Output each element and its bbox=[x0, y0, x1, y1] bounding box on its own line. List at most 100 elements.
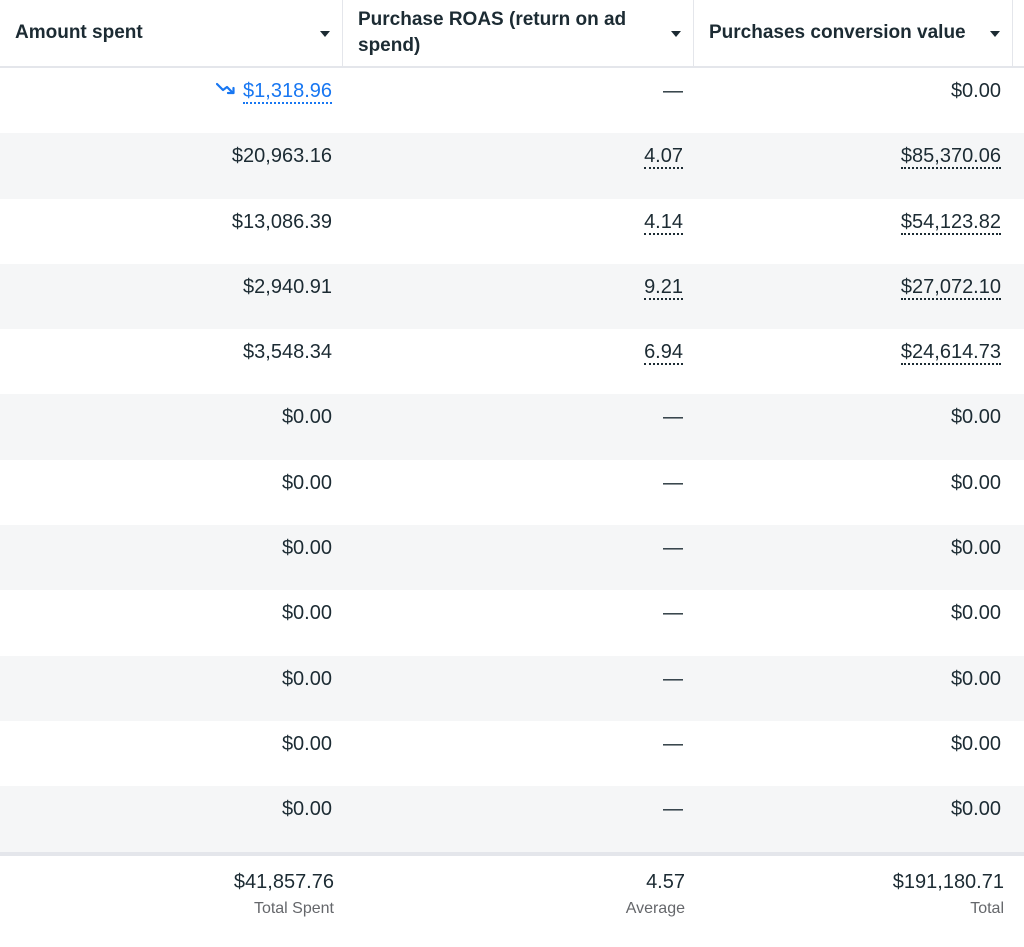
table-row: $0.00 — $0.00 bbox=[0, 721, 1024, 786]
column-header-purchases-conversion-value[interactable]: Purchases conversion value bbox=[694, 0, 1013, 66]
empty-value: — bbox=[663, 80, 683, 102]
column-header-label: Purchase ROAS (return on ad spend) bbox=[358, 9, 627, 56]
cell-amount-spent: $0.00 bbox=[0, 590, 343, 655]
table-row: $0.00 — $0.00 bbox=[0, 655, 1024, 721]
total-value: $41,857.76 bbox=[233, 870, 334, 893]
amount-spent-value: $0.00 bbox=[281, 602, 332, 625]
cell-amount-spent: $0.00 bbox=[0, 656, 343, 721]
cell-purchases-conversion-value: $24,614.73 bbox=[694, 329, 1024, 394]
cell-amount-spent: $0.00 bbox=[0, 721, 343, 786]
cell-purchases-conversion-value: $27,072.10 bbox=[694, 264, 1024, 329]
cell-purchases-conversion-value: $0.00 bbox=[694, 721, 1024, 786]
empty-value: — bbox=[663, 798, 683, 821]
cell-purchase-roas: — bbox=[343, 721, 694, 786]
cell-purchase-roas: — bbox=[343, 68, 694, 133]
table-row: $3,548.34 6.94 $24,614.73 bbox=[0, 329, 1024, 394]
empty-value: — bbox=[663, 471, 683, 494]
column-header-purchase-roas[interactable]: Purchase ROAS (return on ad spend) bbox=[343, 0, 694, 66]
cell-amount-spent: $0.00 bbox=[0, 460, 343, 525]
total-label: Average bbox=[625, 899, 685, 917]
cell-purchase-roas: — bbox=[343, 460, 694, 525]
table-row: $0.00 — $0.00 bbox=[0, 394, 1024, 460]
cell-purchases-conversion-value: $85,370.06 bbox=[694, 133, 1024, 198]
cell-purchases-conversion-value: $0.00 bbox=[694, 525, 1024, 590]
purchase-roas-value[interactable]: 4.14 bbox=[644, 210, 683, 235]
total-purchases-conversion-value: $191,180.71 Total bbox=[694, 856, 1024, 947]
purchase-roas-value[interactable]: 9.21 bbox=[644, 275, 683, 300]
table-row: $0.00 — $0.00 bbox=[0, 460, 1024, 525]
conversion-value[interactable]: $24,614.73 bbox=[900, 341, 1001, 366]
cell-purchases-conversion-value: $0.00 bbox=[694, 786, 1024, 851]
conversion-value: $0.00 bbox=[950, 798, 1001, 821]
amount-spent-value: $0.00 bbox=[281, 798, 332, 821]
table-row: $0.00 — $0.00 bbox=[0, 525, 1024, 591]
cell-purchase-roas: 4.07 bbox=[343, 133, 694, 198]
cell-amount-spent: $20,963.16 bbox=[0, 133, 343, 198]
cell-amount-spent: $0.00 bbox=[0, 394, 343, 459]
amount-spent-value: $0.00 bbox=[281, 537, 332, 560]
cell-purchases-conversion-value: $0.00 bbox=[694, 460, 1024, 525]
cell-purchases-conversion-value: $54,123.82 bbox=[694, 199, 1024, 264]
sort-caret-down-icon[interactable] bbox=[320, 31, 330, 37]
sort-caret-down-icon[interactable] bbox=[990, 31, 1000, 37]
cell-amount-spent: $13,086.39 bbox=[0, 199, 343, 264]
empty-value: — bbox=[663, 667, 683, 690]
table-header: Amount spent Purchase ROAS (return on ad… bbox=[0, 0, 1024, 68]
amount-spent-link[interactable]: $1,318.96 bbox=[243, 80, 332, 104]
purchase-roas-value[interactable]: 6.94 bbox=[644, 341, 683, 366]
cell-purchase-roas: — bbox=[343, 394, 694, 459]
conversion-value[interactable]: $27,072.10 bbox=[900, 275, 1001, 300]
total-amount-spent: $41,857.76 Total Spent bbox=[0, 856, 343, 947]
cell-amount-spent: $2,940.91 bbox=[0, 264, 343, 329]
column-header-label: Amount spent bbox=[15, 22, 143, 43]
conversion-value[interactable]: $85,370.06 bbox=[900, 145, 1001, 170]
table-row: $0.00 — $0.00 bbox=[0, 590, 1024, 655]
amount-spent-value: $0.00 bbox=[281, 732, 332, 755]
amount-spent-value: $13,086.39 bbox=[231, 210, 332, 233]
amount-spent-value: $0.00 bbox=[281, 471, 332, 494]
cell-purchases-conversion-value: $0.00 bbox=[694, 394, 1024, 459]
conversion-value: $0.00 bbox=[950, 406, 1001, 429]
table-row: $20,963.16 4.07 $85,370.06 bbox=[0, 133, 1024, 199]
cell-purchase-roas: — bbox=[343, 525, 694, 590]
cell-purchase-roas: — bbox=[343, 786, 694, 851]
empty-value: — bbox=[663, 537, 683, 560]
table-body: $1,318.96— $0.00 $20,963.16 4.07 $85,370.06 $… bbox=[0, 68, 1024, 852]
cell-purchase-roas: — bbox=[343, 590, 694, 655]
cell-purchase-roas: 9.21 bbox=[343, 264, 694, 329]
conversion-value: $0.00 bbox=[950, 667, 1001, 690]
amount-spent-value: $2,940.91 bbox=[243, 275, 332, 298]
trending-down-icon bbox=[216, 82, 236, 96]
empty-value: — bbox=[663, 602, 683, 625]
total-label: Total Spent bbox=[253, 899, 334, 917]
cell-amount-spent: $3,548.34 bbox=[0, 329, 343, 394]
empty-value: — bbox=[663, 732, 683, 755]
cell-purchase-roas: 6.94 bbox=[343, 329, 694, 394]
cell-purchases-conversion-value: $0.00 bbox=[694, 68, 1024, 133]
cell-amount-spent: $0.00 bbox=[0, 525, 343, 590]
amount-spent-value: $20,963.16 bbox=[231, 145, 332, 168]
conversion-value: $0.00 bbox=[950, 602, 1001, 625]
conversion-value: $0.00 bbox=[950, 80, 1001, 102]
amount-spent-value: $3,548.34 bbox=[243, 341, 332, 364]
sort-caret-down-icon[interactable] bbox=[671, 31, 681, 37]
table-footer-totals: $41,857.76 Total Spent 4.57 Average $191… bbox=[0, 851, 1024, 947]
cell-purchases-conversion-value: $0.00 bbox=[694, 590, 1024, 655]
column-header-amount-spent[interactable]: Amount spent bbox=[0, 0, 343, 66]
conversion-value: $0.00 bbox=[950, 732, 1001, 755]
total-purchase-roas: 4.57 Average bbox=[343, 856, 694, 947]
conversion-value: $0.00 bbox=[950, 537, 1001, 560]
cell-purchases-conversion-value: $0.00 bbox=[694, 656, 1024, 721]
cell-purchase-roas: — bbox=[343, 656, 694, 721]
table-row: $0.00 — $0.00 bbox=[0, 786, 1024, 852]
conversion-value[interactable]: $54,123.82 bbox=[900, 210, 1001, 235]
table-row: $13,086.39 4.14 $54,123.82 bbox=[0, 199, 1024, 264]
table-row: $1,318.96 — $0.00 bbox=[0, 68, 1024, 133]
purchase-roas-value[interactable]: 4.07 bbox=[644, 145, 683, 170]
total-value: 4.57 bbox=[646, 870, 685, 893]
table-row: $2,940.91 9.21 $27,072.10 bbox=[0, 263, 1024, 330]
cell-amount-spent: $1,318.96 bbox=[0, 68, 343, 133]
amount-spent-value: $0.00 bbox=[281, 406, 332, 429]
total-value: $191,180.71 bbox=[892, 870, 1004, 893]
